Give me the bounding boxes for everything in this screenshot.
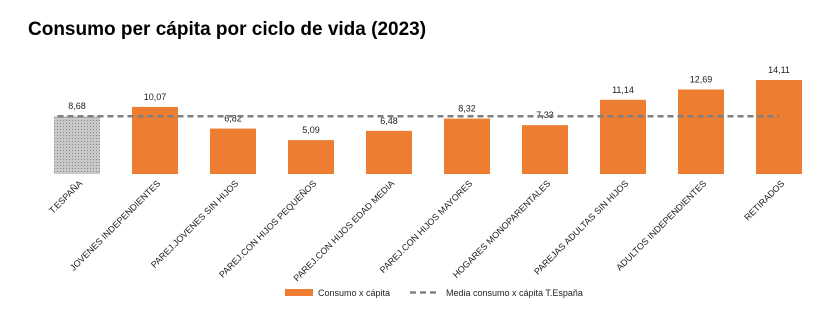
bar: [444, 118, 490, 174]
x-tick-label: ADULTOS INDEPENDIENTES: [614, 178, 708, 272]
legend-label: Media consumo x cápita T.España: [446, 288, 583, 298]
value-label: 8,32: [458, 104, 476, 114]
x-tick-label: PAREJ.JOVENES SIN HIJOS: [149, 178, 240, 269]
legend-label: Consumo x cápita: [318, 288, 390, 298]
x-tick-label: PAREJ.CON HIJOS MAYORES: [378, 178, 475, 275]
bar: [366, 130, 412, 174]
value-label: 6,48: [380, 116, 398, 126]
bar: [678, 89, 724, 174]
value-label: 14,11: [768, 65, 790, 75]
bar: [132, 106, 178, 174]
chart-title: Consumo per cápita por ciclo de vida (20…: [28, 19, 426, 40]
bar: [522, 125, 568, 174]
value-label: 12,69: [690, 74, 713, 84]
value-label: 7,33: [536, 110, 554, 120]
bar: [756, 80, 802, 174]
value-label: 10,07: [144, 92, 167, 102]
value-label: 6,82: [224, 114, 242, 124]
value-label: 5,09: [302, 125, 320, 135]
bar: [54, 116, 100, 174]
x-tick-label: PAREJAS ADULTAS SIN HIJOS: [532, 178, 630, 276]
x-tick-label: T.ESPAÑA: [47, 178, 84, 215]
bar: [210, 128, 256, 174]
legend-swatch: [285, 289, 313, 296]
x-tick-label: RETIRADOS: [742, 178, 786, 222]
value-label: 11,14: [612, 85, 634, 95]
bar: [600, 99, 646, 174]
value-label: 8,68: [68, 101, 86, 111]
x-tick-label: JOVENES INDEPENDIENTES: [68, 178, 162, 272]
bar: [288, 140, 334, 174]
